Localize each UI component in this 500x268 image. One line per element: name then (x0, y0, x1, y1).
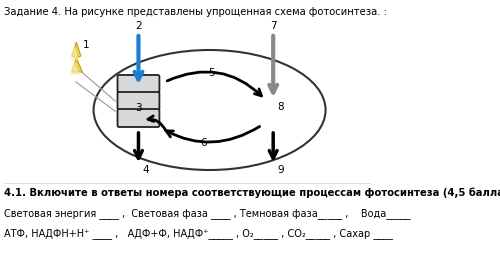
Text: 9: 9 (277, 165, 283, 175)
Polygon shape (72, 42, 83, 72)
Text: 4: 4 (142, 165, 149, 175)
Text: 3: 3 (135, 103, 142, 113)
Text: 4.1. Включите в ответы номера соответствующие процессам фотосинтеза (4,5 балла):: 4.1. Включите в ответы номера соответств… (4, 188, 500, 199)
Text: Задание 4. На рисунке представлены упрощенная схема фотосинтеза. :: Задание 4. На рисунке представлены упрощ… (4, 7, 388, 17)
Text: 2: 2 (135, 21, 142, 31)
FancyBboxPatch shape (118, 109, 160, 127)
Text: 6: 6 (200, 138, 207, 148)
Text: 7: 7 (270, 21, 276, 31)
FancyBboxPatch shape (118, 92, 160, 110)
Text: 8: 8 (277, 102, 283, 112)
Text: 5: 5 (208, 68, 214, 78)
Text: 1: 1 (82, 40, 89, 50)
FancyBboxPatch shape (118, 75, 160, 93)
Text: Световая энергия ____ ,  Световая фаза ____ , Темновая фаза_____ ,    Вода_____: Световая энергия ____ , Световая фаза __… (4, 208, 411, 219)
Polygon shape (70, 45, 80, 75)
Text: АТФ, НАДФН+Н⁺ ____ ,   АДФ+Ф, НАДФ⁺_____ , О₂_____ , СО₂_____ , Сахар ____: АТФ, НАДФН+Н⁺ ____ , АДФ+Ф, НАДФ⁺_____ ,… (4, 228, 394, 239)
